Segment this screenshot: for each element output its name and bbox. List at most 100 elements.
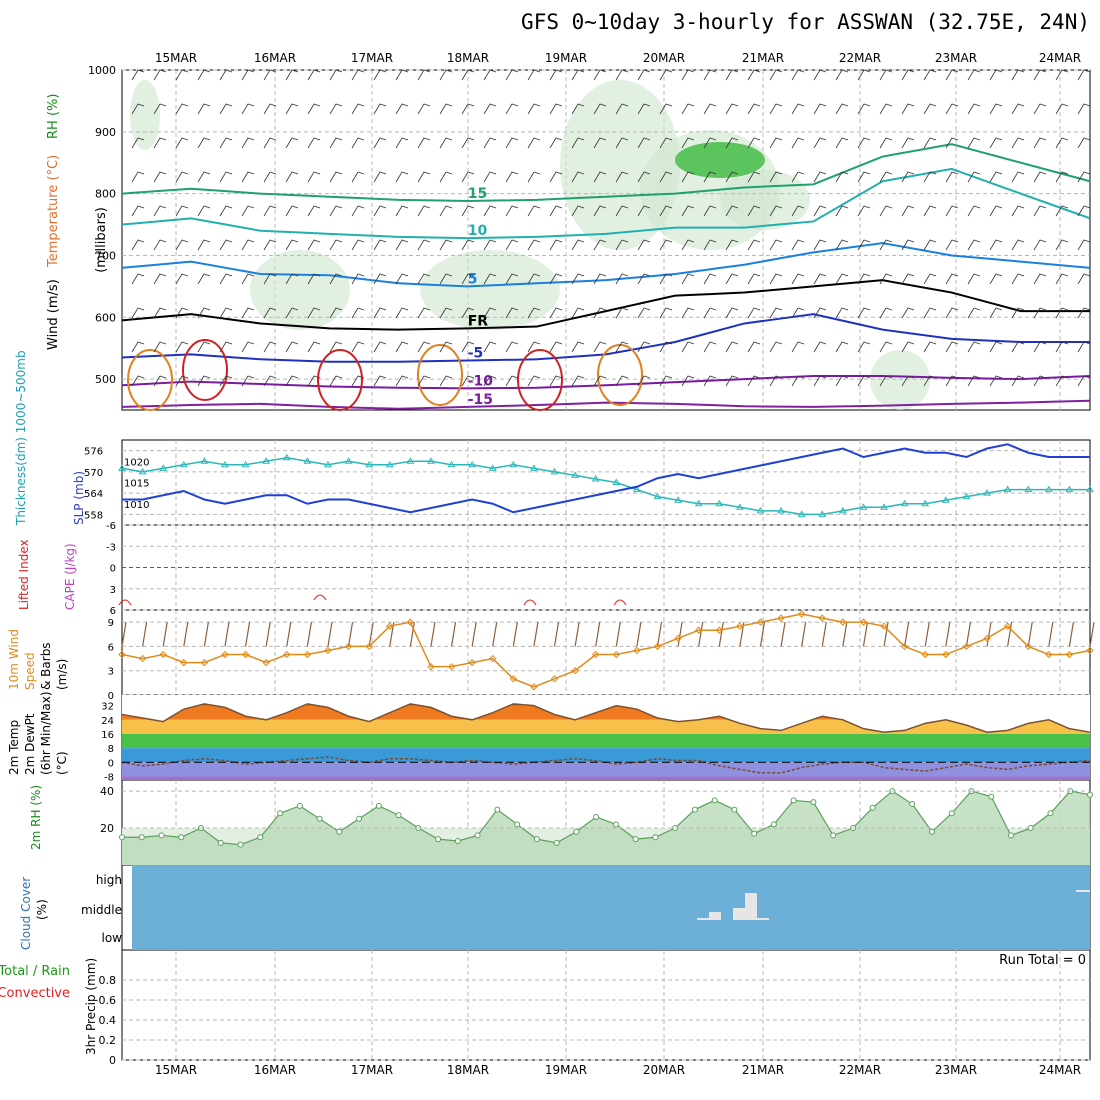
temp-band — [122, 719, 1090, 734]
wind-barb — [593, 103, 607, 115]
wind-barb — [703, 239, 717, 251]
thickness-point — [694, 499, 703, 507]
cloud-bar — [1076, 890, 1090, 892]
thickness-point — [735, 503, 744, 510]
wind-speed-point — [942, 650, 950, 659]
wind-barb — [153, 307, 167, 319]
wind-barb — [263, 205, 277, 217]
wind-speed-point — [694, 626, 703, 634]
y-axis-label-2: (millibars) — [94, 207, 109, 273]
wind-barb — [483, 205, 497, 217]
wind-barb — [219, 239, 233, 251]
thickness-point — [282, 453, 291, 461]
thickness-point — [674, 496, 682, 503]
y-tick-label: 0.2 — [99, 1034, 117, 1047]
wind-barb — [306, 622, 312, 647]
wind-barb — [483, 69, 497, 81]
wind-barb — [505, 341, 519, 353]
wind-barb — [681, 239, 695, 251]
thickness-point — [324, 460, 332, 468]
wind-barb — [945, 273, 959, 285]
wind-barb — [571, 69, 585, 81]
wind-speed-point — [612, 650, 621, 659]
wind-speed-point — [344, 642, 353, 651]
wind-barb — [769, 273, 783, 285]
wind-barb — [747, 103, 761, 115]
wind-barb — [373, 171, 387, 183]
rh-point — [553, 839, 560, 846]
wind-barb — [813, 307, 827, 319]
wind-barb — [879, 103, 893, 115]
wind-barb — [307, 341, 321, 353]
wind-barb — [527, 103, 541, 115]
wind-barb — [791, 239, 805, 251]
wind-barb — [1033, 341, 1047, 353]
rh-point — [336, 828, 343, 835]
wind-barb — [791, 307, 805, 319]
wind-barb — [1077, 375, 1091, 387]
li-bump — [118, 599, 132, 606]
wind-barb — [430, 622, 436, 647]
wind-barb — [835, 307, 849, 319]
wind-barb — [780, 622, 786, 647]
wind-barb — [351, 137, 365, 149]
rh-point — [770, 821, 777, 828]
wind-barb — [1033, 69, 1047, 81]
y-tick-left: 570 — [84, 468, 103, 479]
wind-barb — [471, 622, 477, 647]
wind-speed-point — [777, 614, 785, 622]
slp-line — [122, 443, 1090, 514]
wind-barb — [351, 205, 365, 217]
wind-barb — [285, 307, 299, 319]
y-label-part: 2m Temp — [7, 720, 21, 775]
wind-barb — [923, 307, 937, 319]
wind-barb — [131, 205, 145, 217]
wind-barb — [395, 341, 409, 353]
wind-barb — [307, 307, 321, 319]
wind-barb — [175, 171, 189, 183]
wind-barb — [417, 69, 431, 81]
wind-speed-point — [324, 646, 332, 655]
wind-barb — [219, 103, 233, 115]
wind-barb — [373, 273, 387, 285]
wind-barb — [791, 69, 805, 81]
cloud-bar — [745, 893, 757, 920]
wind-barb — [1048, 622, 1054, 647]
wind-barb — [1055, 341, 1069, 353]
wind-barb — [703, 137, 717, 149]
wind-barb — [835, 239, 849, 251]
wind-barb — [637, 307, 651, 319]
wind-speed-point — [180, 658, 188, 667]
wind-barb — [197, 137, 211, 149]
wind-barb — [175, 205, 189, 217]
wind-barb — [593, 205, 607, 217]
wind-barb — [989, 307, 1003, 319]
wind-barb — [263, 273, 277, 285]
wind-barb — [857, 69, 871, 81]
rh-point — [138, 834, 145, 841]
wind-barb — [879, 69, 893, 81]
wind-barb — [615, 239, 629, 251]
wind-barb — [439, 273, 453, 285]
wind-barb — [219, 69, 233, 81]
wind-barb — [857, 137, 871, 149]
wind-barb — [153, 239, 167, 251]
rh-point — [810, 799, 817, 806]
wind-barb — [395, 205, 409, 217]
rh-point — [1087, 791, 1093, 798]
wind-barb — [989, 205, 1003, 217]
wind-barb — [142, 622, 148, 647]
rh-point — [178, 834, 185, 841]
chart-title: GFS 0~10day 3-hourly for ASSWAN (32.75E,… — [521, 10, 1090, 34]
wind-barb — [439, 137, 453, 149]
y-tick-label: 40 — [100, 785, 114, 798]
wind-barb — [835, 205, 849, 217]
wind-barb — [747, 171, 761, 183]
wind-barb — [549, 307, 563, 319]
wind-barb — [505, 239, 519, 251]
wind-barb — [241, 239, 255, 251]
wind-barb — [801, 622, 807, 647]
rh-point — [356, 815, 363, 822]
wind-barb — [263, 307, 277, 319]
wind-barb — [1055, 69, 1069, 81]
